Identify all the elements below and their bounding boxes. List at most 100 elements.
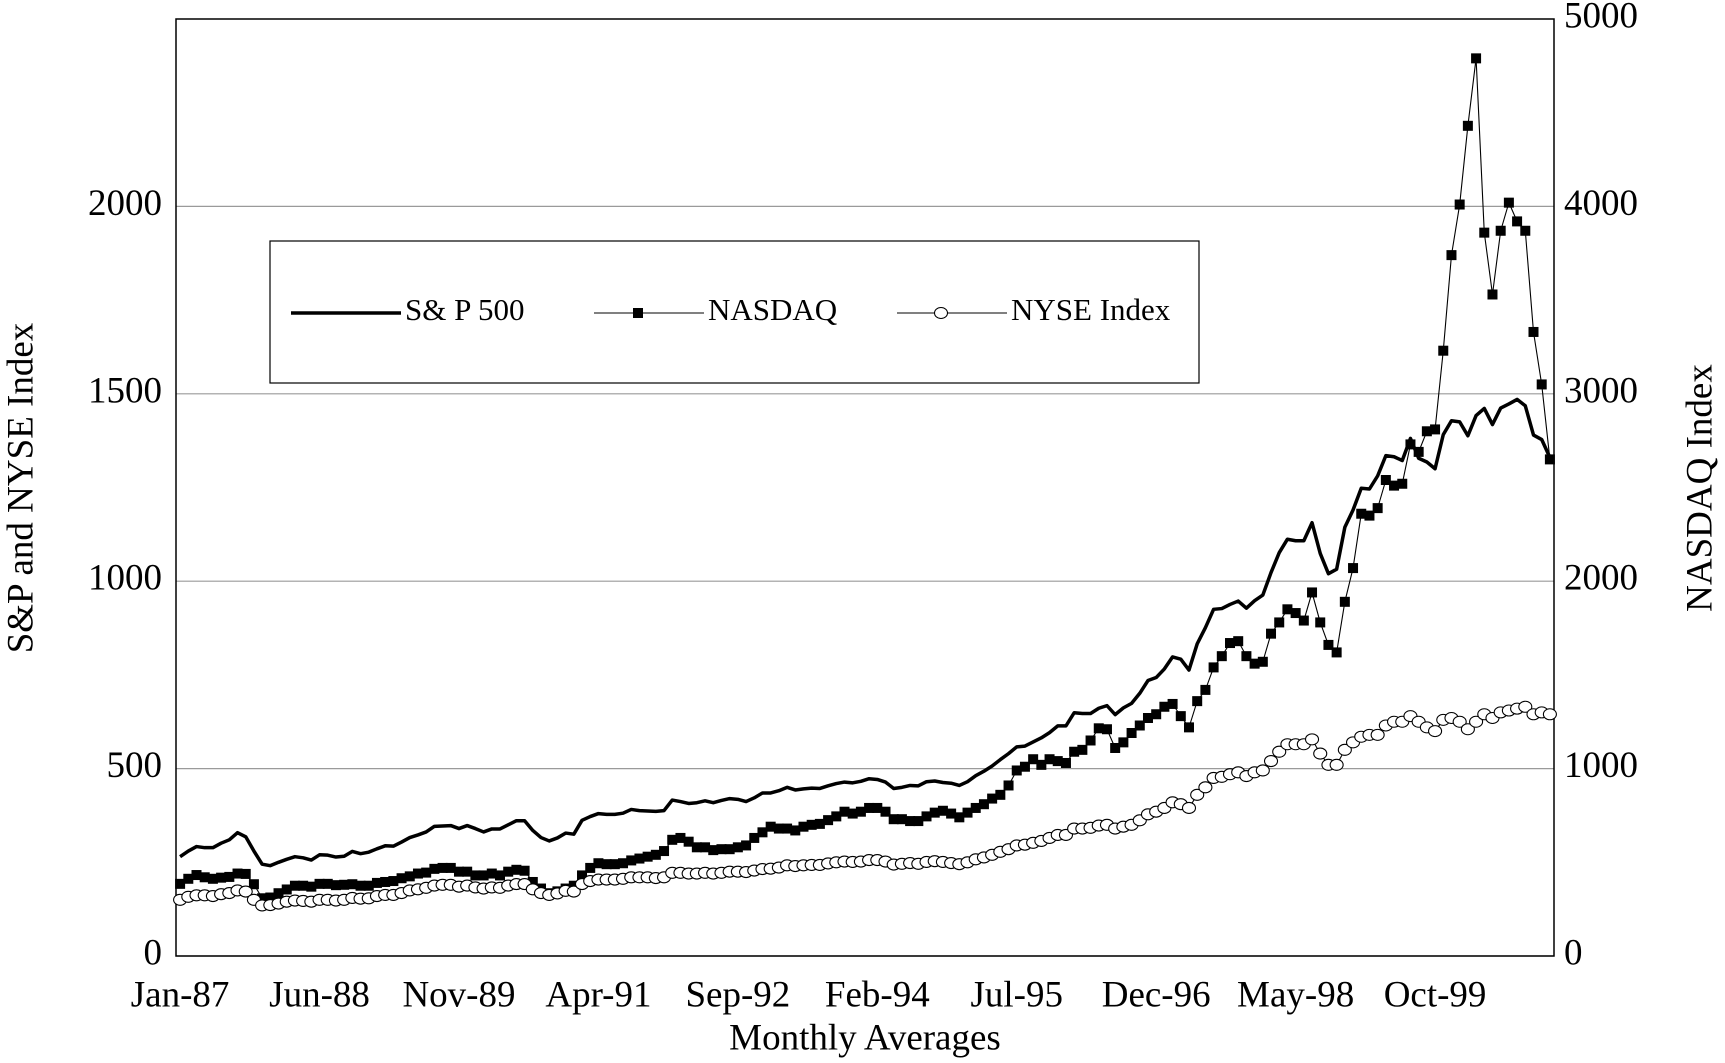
data-point	[1249, 658, 1260, 669]
data-point	[1405, 439, 1416, 450]
data-point	[1337, 743, 1352, 756]
data-point	[1101, 724, 1112, 735]
data-point	[1151, 709, 1162, 720]
data-point	[273, 888, 284, 899]
data-point	[823, 815, 834, 826]
data-point	[716, 844, 727, 855]
data-point	[978, 799, 989, 810]
x-tick-label: Nov-89	[402, 974, 515, 1015]
data-point	[1044, 754, 1055, 765]
data-point	[691, 842, 702, 853]
data-point	[421, 867, 432, 878]
y-tick-label: 1500	[88, 370, 162, 411]
data-point	[1036, 759, 1047, 770]
data-point	[888, 814, 899, 825]
data-point	[199, 872, 210, 883]
data-point	[929, 807, 940, 818]
data-point	[486, 868, 497, 879]
data-point	[1421, 426, 1432, 437]
series-line	[179, 397, 1552, 868]
data-point	[831, 811, 842, 822]
y2-tick-label: 0	[1564, 932, 1583, 973]
data-point	[1307, 587, 1318, 598]
x-tick-label: Apr-91	[545, 974, 651, 1015]
data-point	[896, 814, 907, 825]
data-point	[1397, 478, 1408, 489]
data-point	[1329, 758, 1344, 771]
data-point	[700, 842, 711, 853]
data-point	[281, 884, 292, 895]
data-point	[1536, 379, 1547, 390]
data-point	[732, 842, 743, 853]
x-tick-label: May-98	[1237, 974, 1354, 1015]
data-point	[1471, 53, 1482, 64]
data-point	[855, 806, 866, 817]
data-point	[1142, 713, 1153, 724]
data-point	[207, 873, 218, 884]
data-point	[1518, 700, 1533, 713]
data-point	[371, 877, 382, 888]
data-point	[1323, 639, 1334, 650]
data-point	[1255, 764, 1270, 777]
data-point	[946, 808, 957, 819]
data-point	[1060, 757, 1071, 768]
data-point	[724, 844, 735, 855]
data-point	[880, 806, 891, 817]
y2-tick-label: 5000	[1564, 0, 1638, 36]
data-point	[1544, 454, 1555, 465]
data-point	[577, 870, 588, 881]
data-point	[1011, 765, 1022, 776]
data-point	[388, 876, 399, 887]
data-point	[1241, 651, 1252, 662]
data-point	[1263, 755, 1279, 768]
data-point	[1479, 227, 1490, 238]
data-point	[937, 805, 948, 816]
data-point	[1110, 742, 1121, 753]
data-point	[1167, 698, 1178, 709]
data-point	[864, 802, 875, 813]
data-point	[289, 880, 300, 891]
data-point	[1413, 446, 1424, 457]
data-point	[566, 885, 581, 898]
data-point	[363, 880, 374, 891]
data-point	[1313, 747, 1328, 760]
data-point	[1430, 424, 1441, 435]
data-point	[1460, 723, 1475, 736]
data-point	[1208, 662, 1219, 673]
data-point	[1348, 563, 1359, 574]
data-point	[954, 812, 965, 823]
data-point	[1469, 715, 1484, 728]
data-point	[519, 865, 530, 876]
data-point	[1069, 746, 1080, 757]
data-point	[987, 793, 998, 804]
data-point	[642, 851, 653, 862]
data-point	[1077, 744, 1088, 755]
y-tick-label: 2000	[88, 183, 162, 224]
data-point	[429, 863, 440, 874]
data-point	[1118, 737, 1129, 748]
data-point	[1134, 720, 1145, 731]
data-point	[1126, 727, 1137, 738]
data-point	[1183, 722, 1194, 733]
data-point	[453, 866, 464, 877]
legend-box	[269, 240, 1200, 384]
data-point	[322, 878, 333, 889]
data-point	[1380, 475, 1391, 486]
data-point	[240, 868, 251, 879]
data-point	[1528, 326, 1539, 337]
data-point	[1198, 781, 1213, 794]
data-point	[872, 802, 883, 813]
y2-tick-label: 3000	[1564, 370, 1638, 411]
data-point	[659, 846, 670, 857]
y2-tick-label: 2000	[1564, 558, 1638, 599]
data-point	[1085, 735, 1096, 746]
x-tick-label: Jan-87	[131, 974, 230, 1015]
data-point	[913, 816, 924, 827]
data-point	[675, 832, 686, 843]
data-point	[1487, 289, 1498, 300]
data-point	[1216, 651, 1227, 662]
data-point	[970, 802, 981, 813]
data-point	[1512, 216, 1523, 227]
data-point	[1200, 684, 1211, 695]
data-point	[1233, 636, 1244, 647]
